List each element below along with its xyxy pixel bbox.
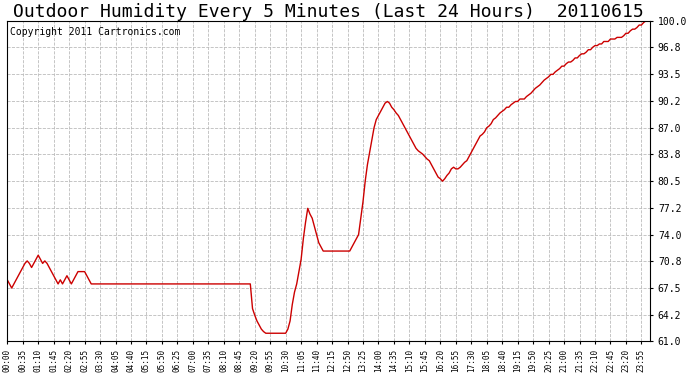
- Title: Outdoor Humidity Every 5 Minutes (Last 24 Hours)  20110615: Outdoor Humidity Every 5 Minutes (Last 2…: [13, 3, 644, 21]
- Text: Copyright 2011 Cartronics.com: Copyright 2011 Cartronics.com: [10, 27, 181, 38]
